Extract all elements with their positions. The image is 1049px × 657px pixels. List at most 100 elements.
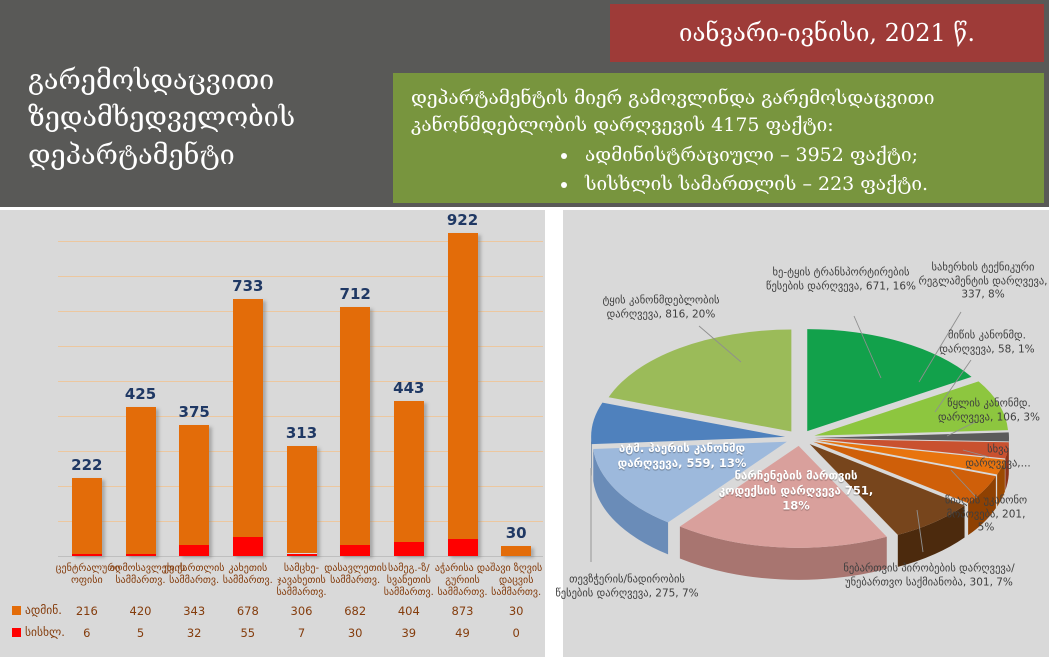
data-table-value: 32: [186, 626, 202, 640]
data-table-value: 306: [290, 604, 313, 618]
pie-slice-label: ნებართვის პირობების დარღვევა/უნებართვო ს…: [843, 562, 1015, 588]
data-table-value: 682: [344, 604, 367, 618]
bar-gridline: [58, 346, 543, 347]
bar-segment-admin: [393, 401, 424, 543]
period-text: იანვარი-ივნისი, 2021 წ.: [679, 19, 975, 47]
pie-slice-label: ტყის კანონმდებლობის დარღვევა, 816, 20%: [602, 294, 720, 320]
pie-slice: [593, 441, 787, 523]
pie-slice-wall: [897, 505, 965, 567]
bar-category-label: ქვ.ქართლის სამმართვ.: [163, 563, 225, 587]
bar-total-label: 443: [393, 379, 425, 397]
bar-x-axis: [58, 556, 543, 557]
bar-segment-criminal: [340, 545, 371, 556]
data-table-value: 404: [397, 604, 420, 618]
bar-segment-admin: [286, 446, 317, 554]
data-table-value: 55: [240, 626, 256, 640]
pie-slice-label: მიწის კანონმდ. დარღვევა, 58, 1%: [939, 329, 1035, 355]
data-table-value: 6: [83, 626, 91, 640]
pie-slice: [814, 440, 1005, 475]
pie-slice: [591, 402, 786, 445]
bar-column: [447, 233, 478, 556]
pie-slice: [608, 329, 792, 432]
data-table-value: 678: [236, 604, 259, 618]
pie-slice-label: სახერხის ტექნიკური რეგლამენტის დარღვევა,…: [918, 261, 1048, 301]
bar-total-label: 425: [124, 385, 157, 404]
pie-slice: [814, 432, 1009, 442]
bar-segment-criminal: [447, 538, 478, 556]
pie-slice: [814, 381, 1009, 436]
data-table-value: 30: [508, 604, 524, 618]
bar-total-label: 313: [285, 424, 318, 443]
data-table-value: 0: [512, 626, 520, 640]
legend-swatch: [12, 605, 21, 615]
bar-segment-admin: [71, 478, 102, 554]
legend-swatch: [12, 627, 21, 637]
bar-segment-admin: [232, 299, 263, 537]
bar-segment-criminal: [179, 544, 210, 557]
legend-label: ადმინ.: [25, 603, 62, 617]
pie-slice-wall: [968, 476, 996, 536]
bar-gridline: [58, 276, 543, 277]
bar-total-label: 733: [232, 277, 264, 296]
bar-chart-panel: 222 ცენტრალური ოფისი 216 6 425 აღმოსავლეთის ს…: [0, 210, 545, 657]
pie-slice-label: წყლის კანონმდ. დარღვევა, 106, 3%: [937, 397, 1040, 423]
bar-segment-admin: [340, 306, 371, 546]
bar-gridline: [58, 311, 543, 312]
bar-column: [340, 306, 371, 556]
bar-category-label: სამცხე-ჯავახეთის სამმართვ.: [276, 563, 327, 599]
pie-slice: [679, 445, 887, 548]
bar-gridline: [58, 241, 543, 242]
pie-slice-label: სხვა დარღვევა,...: [965, 443, 1031, 469]
pie-slice: [813, 441, 996, 504]
bar-segment-admin: [179, 424, 210, 545]
data-table-value: 420: [129, 604, 152, 618]
header-band: გარემოსდაცვითი ზედამხედველობის დეპარტამე…: [0, 0, 1049, 207]
bar-column: [71, 478, 102, 556]
data-table-value: 49: [455, 626, 470, 640]
summary-text: დეპარტამენტის მიერ გამოვლინდა გარემოსდაც…: [411, 87, 935, 136]
bar-segment-criminal: [286, 553, 317, 556]
pie-slice-label: ნარჩენების მართვის კოდექსის დარღვევა 751…: [718, 468, 874, 513]
period-badge: იანვარი-ივნისი, 2021 წ.: [610, 4, 1044, 62]
data-table-value: 5: [136, 626, 145, 640]
data-table-value: 873: [451, 604, 474, 618]
bar-total-label: 375: [178, 402, 210, 421]
bar-total-label: 30: [505, 523, 527, 542]
data-table-value: 216: [75, 604, 98, 618]
bar-segment-criminal: [125, 554, 156, 557]
pie-slice-label: ხე-ტყის ტრანსპორტირების წესების დარღვევა…: [766, 266, 916, 292]
pie-leader-line: [918, 311, 962, 383]
pie-slice-label: თევზჭერის/ნადირობის წესების დარღვევა, 27…: [555, 573, 699, 599]
data-table-value: 30: [347, 626, 363, 640]
bar-category-label: დასავლეთის სამმართვ.: [324, 563, 388, 587]
bar-segment-admin: [125, 407, 156, 555]
data-table-value: 39: [401, 626, 417, 640]
bar-column: [232, 299, 263, 556]
pie-leader-line: [916, 509, 924, 553]
bar-segment-criminal: [393, 542, 424, 556]
summary-bullet: ადმინისტრაციული – 3952 ფაქტი;: [579, 142, 1028, 169]
pie-leader-line: [962, 449, 990, 458]
bar-category-label: ცენტრალური ოფისი: [55, 563, 121, 587]
legend-key: სისხლ.: [12, 625, 65, 639]
pie-slice-label: წიაღის უკანონო მოპოვება, 201, 5%: [944, 494, 1028, 534]
pie-chart-panel: ხე-ტყის ტრანსპორტირების წესების დარღვევა…: [555, 210, 1049, 657]
bar-column: [286, 446, 317, 556]
pie-slice: [809, 444, 965, 535]
pie-slice-wall: [1005, 442, 1009, 491]
summary-bullet: სისხლის სამართლის – 223 ფაქტი.: [579, 171, 1028, 198]
pie-slice-wall: [679, 526, 887, 580]
bar-category-label: შავი ზღვის დაცვის სამმართვ.: [490, 563, 543, 599]
bar-column: [501, 545, 532, 556]
summary-bullets: ადმინისტრაციული – 3952 ფაქტი; სისხლის სა…: [411, 142, 1028, 197]
pie-chart: [590, 311, 1009, 580]
summary-box: დეპარტამენტის მიერ გამოვლინდა გარემოსდაც…: [393, 73, 1044, 203]
bar-gridline: [58, 416, 543, 417]
bar-category-label: აჭარისა და გურიის სამმართვ.: [434, 563, 491, 599]
bar-segment-criminal: [71, 553, 102, 556]
bar-total-label: 222: [71, 456, 103, 475]
bar-segment-admin: [501, 545, 532, 556]
bar-total-label: 712: [339, 284, 371, 303]
pie-slice: [807, 329, 972, 432]
